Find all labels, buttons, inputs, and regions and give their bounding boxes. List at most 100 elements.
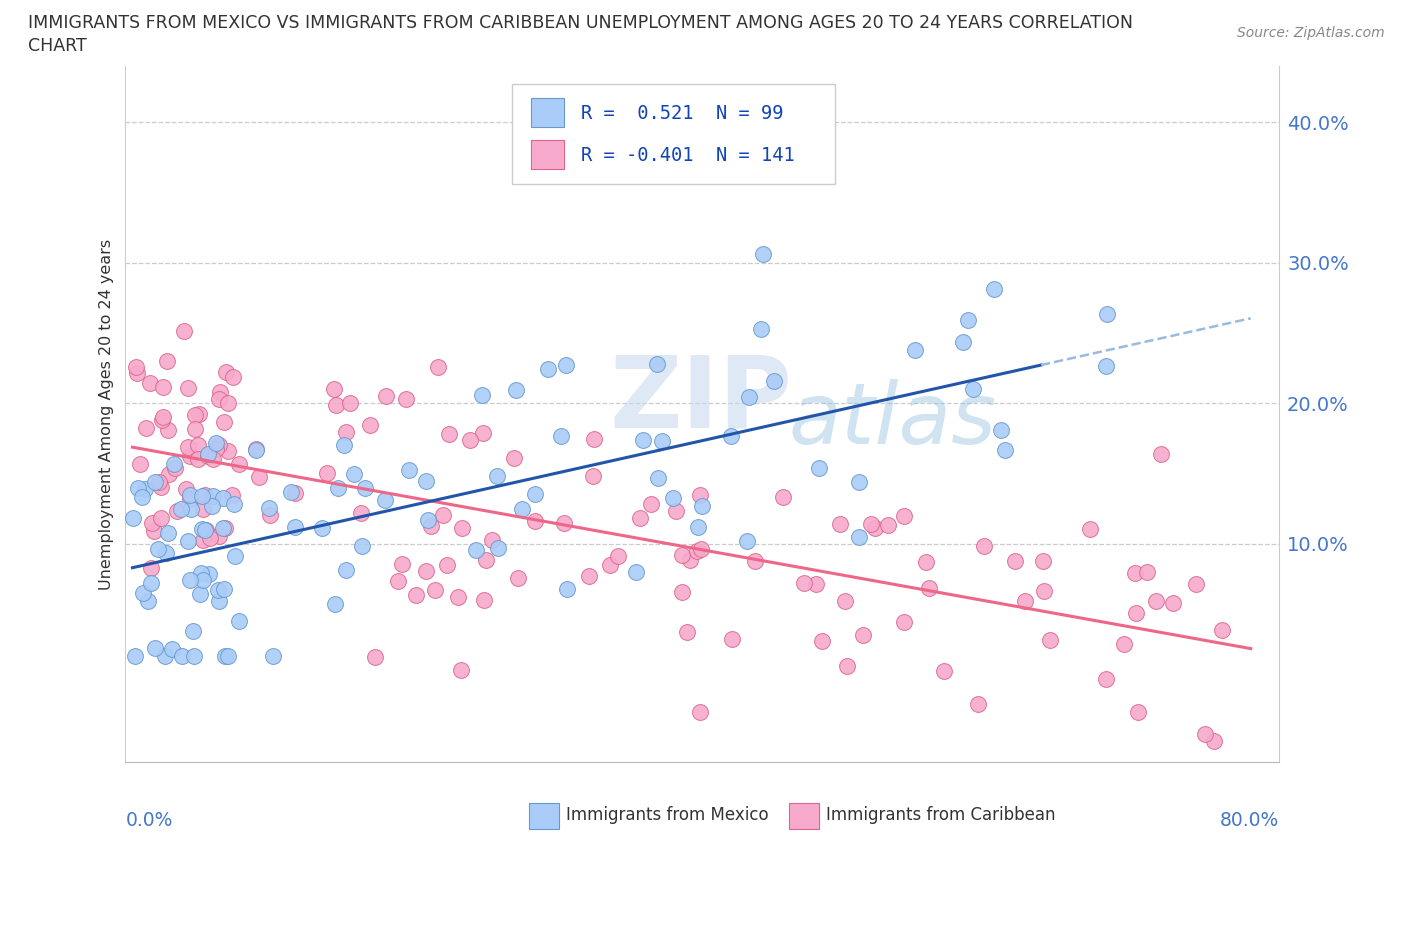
- Point: [686, 544, 709, 559]
- Text: 80.0%: 80.0%: [1219, 811, 1278, 830]
- Point: [458, 433, 481, 448]
- Point: [157, 467, 180, 482]
- Point: [194, 487, 217, 502]
- Point: [214, 520, 236, 535]
- Point: [179, 573, 201, 588]
- Point: [1184, 577, 1206, 591]
- Point: [432, 508, 454, 523]
- Point: [205, 435, 228, 450]
- Point: [387, 574, 409, 589]
- Point: [1004, 553, 1026, 568]
- Point: [155, 546, 177, 561]
- Point: [207, 438, 229, 453]
- Point: [523, 487, 546, 502]
- FancyBboxPatch shape: [531, 140, 564, 169]
- Point: [170, 649, 193, 664]
- Point: [607, 549, 630, 564]
- Point: [212, 582, 235, 597]
- Point: [395, 392, 418, 406]
- Point: [184, 421, 207, 436]
- Point: [893, 615, 915, 630]
- Point: [485, 469, 508, 484]
- Point: [311, 520, 333, 535]
- Point: [957, 312, 980, 327]
- Point: [398, 463, 420, 478]
- Point: [973, 538, 995, 553]
- Text: R =  0.521  N = 99: R = 0.521 N = 99: [581, 104, 783, 123]
- Point: [640, 497, 662, 512]
- Point: [187, 451, 209, 466]
- Point: [212, 490, 235, 505]
- Point: [772, 489, 794, 504]
- Text: ZIP: ZIP: [610, 352, 793, 448]
- Point: [148, 474, 170, 489]
- Point: [744, 553, 766, 568]
- Point: [180, 501, 202, 516]
- Point: [1014, 593, 1036, 608]
- Point: [245, 442, 267, 457]
- Point: [247, 470, 270, 485]
- Point: [262, 649, 284, 664]
- Point: [863, 521, 886, 536]
- Point: [437, 426, 460, 441]
- Point: [848, 474, 870, 489]
- Point: [125, 365, 148, 380]
- Point: [720, 428, 742, 443]
- Point: [221, 487, 243, 502]
- Point: [738, 389, 761, 404]
- Point: [877, 518, 900, 533]
- Point: [807, 460, 830, 475]
- Point: [201, 452, 224, 467]
- Point: [555, 581, 578, 596]
- Point: [217, 395, 239, 410]
- Point: [325, 398, 347, 413]
- Point: [405, 588, 427, 603]
- FancyBboxPatch shape: [789, 803, 818, 830]
- Point: [259, 507, 281, 522]
- Point: [207, 582, 229, 597]
- Point: [1150, 446, 1173, 461]
- Point: [471, 387, 494, 402]
- Point: [391, 557, 413, 572]
- Point: [323, 596, 346, 611]
- Point: [191, 533, 214, 548]
- Point: [188, 587, 211, 602]
- Text: CHART: CHART: [28, 37, 87, 55]
- Point: [177, 380, 200, 395]
- Point: [962, 381, 984, 396]
- Point: [553, 516, 575, 531]
- Point: [486, 540, 509, 555]
- Point: [197, 446, 219, 461]
- Point: [125, 360, 148, 375]
- Point: [447, 590, 470, 604]
- Point: [208, 593, 231, 608]
- Point: [228, 457, 250, 472]
- Point: [835, 658, 858, 673]
- Point: [451, 521, 474, 536]
- Point: [1078, 521, 1101, 536]
- Point: [205, 442, 228, 457]
- Point: [1202, 734, 1225, 749]
- Point: [134, 420, 156, 435]
- Point: [194, 523, 217, 538]
- Point: [157, 423, 180, 438]
- Point: [131, 586, 153, 601]
- Point: [662, 491, 685, 506]
- Point: [1033, 583, 1056, 598]
- Point: [472, 425, 495, 440]
- Point: [645, 356, 668, 371]
- Text: Immigrants from Caribbean: Immigrants from Caribbean: [825, 806, 1054, 824]
- Point: [1211, 623, 1233, 638]
- Point: [138, 594, 160, 609]
- Point: [1125, 605, 1147, 620]
- Point: [671, 584, 693, 599]
- Point: [208, 392, 231, 406]
- Text: R = -0.401  N = 141: R = -0.401 N = 141: [581, 146, 794, 165]
- Point: [675, 624, 697, 639]
- Point: [191, 501, 214, 516]
- Point: [201, 498, 224, 513]
- Point: [374, 389, 396, 404]
- Point: [134, 482, 156, 497]
- Point: [1095, 358, 1118, 373]
- Point: [415, 564, 437, 578]
